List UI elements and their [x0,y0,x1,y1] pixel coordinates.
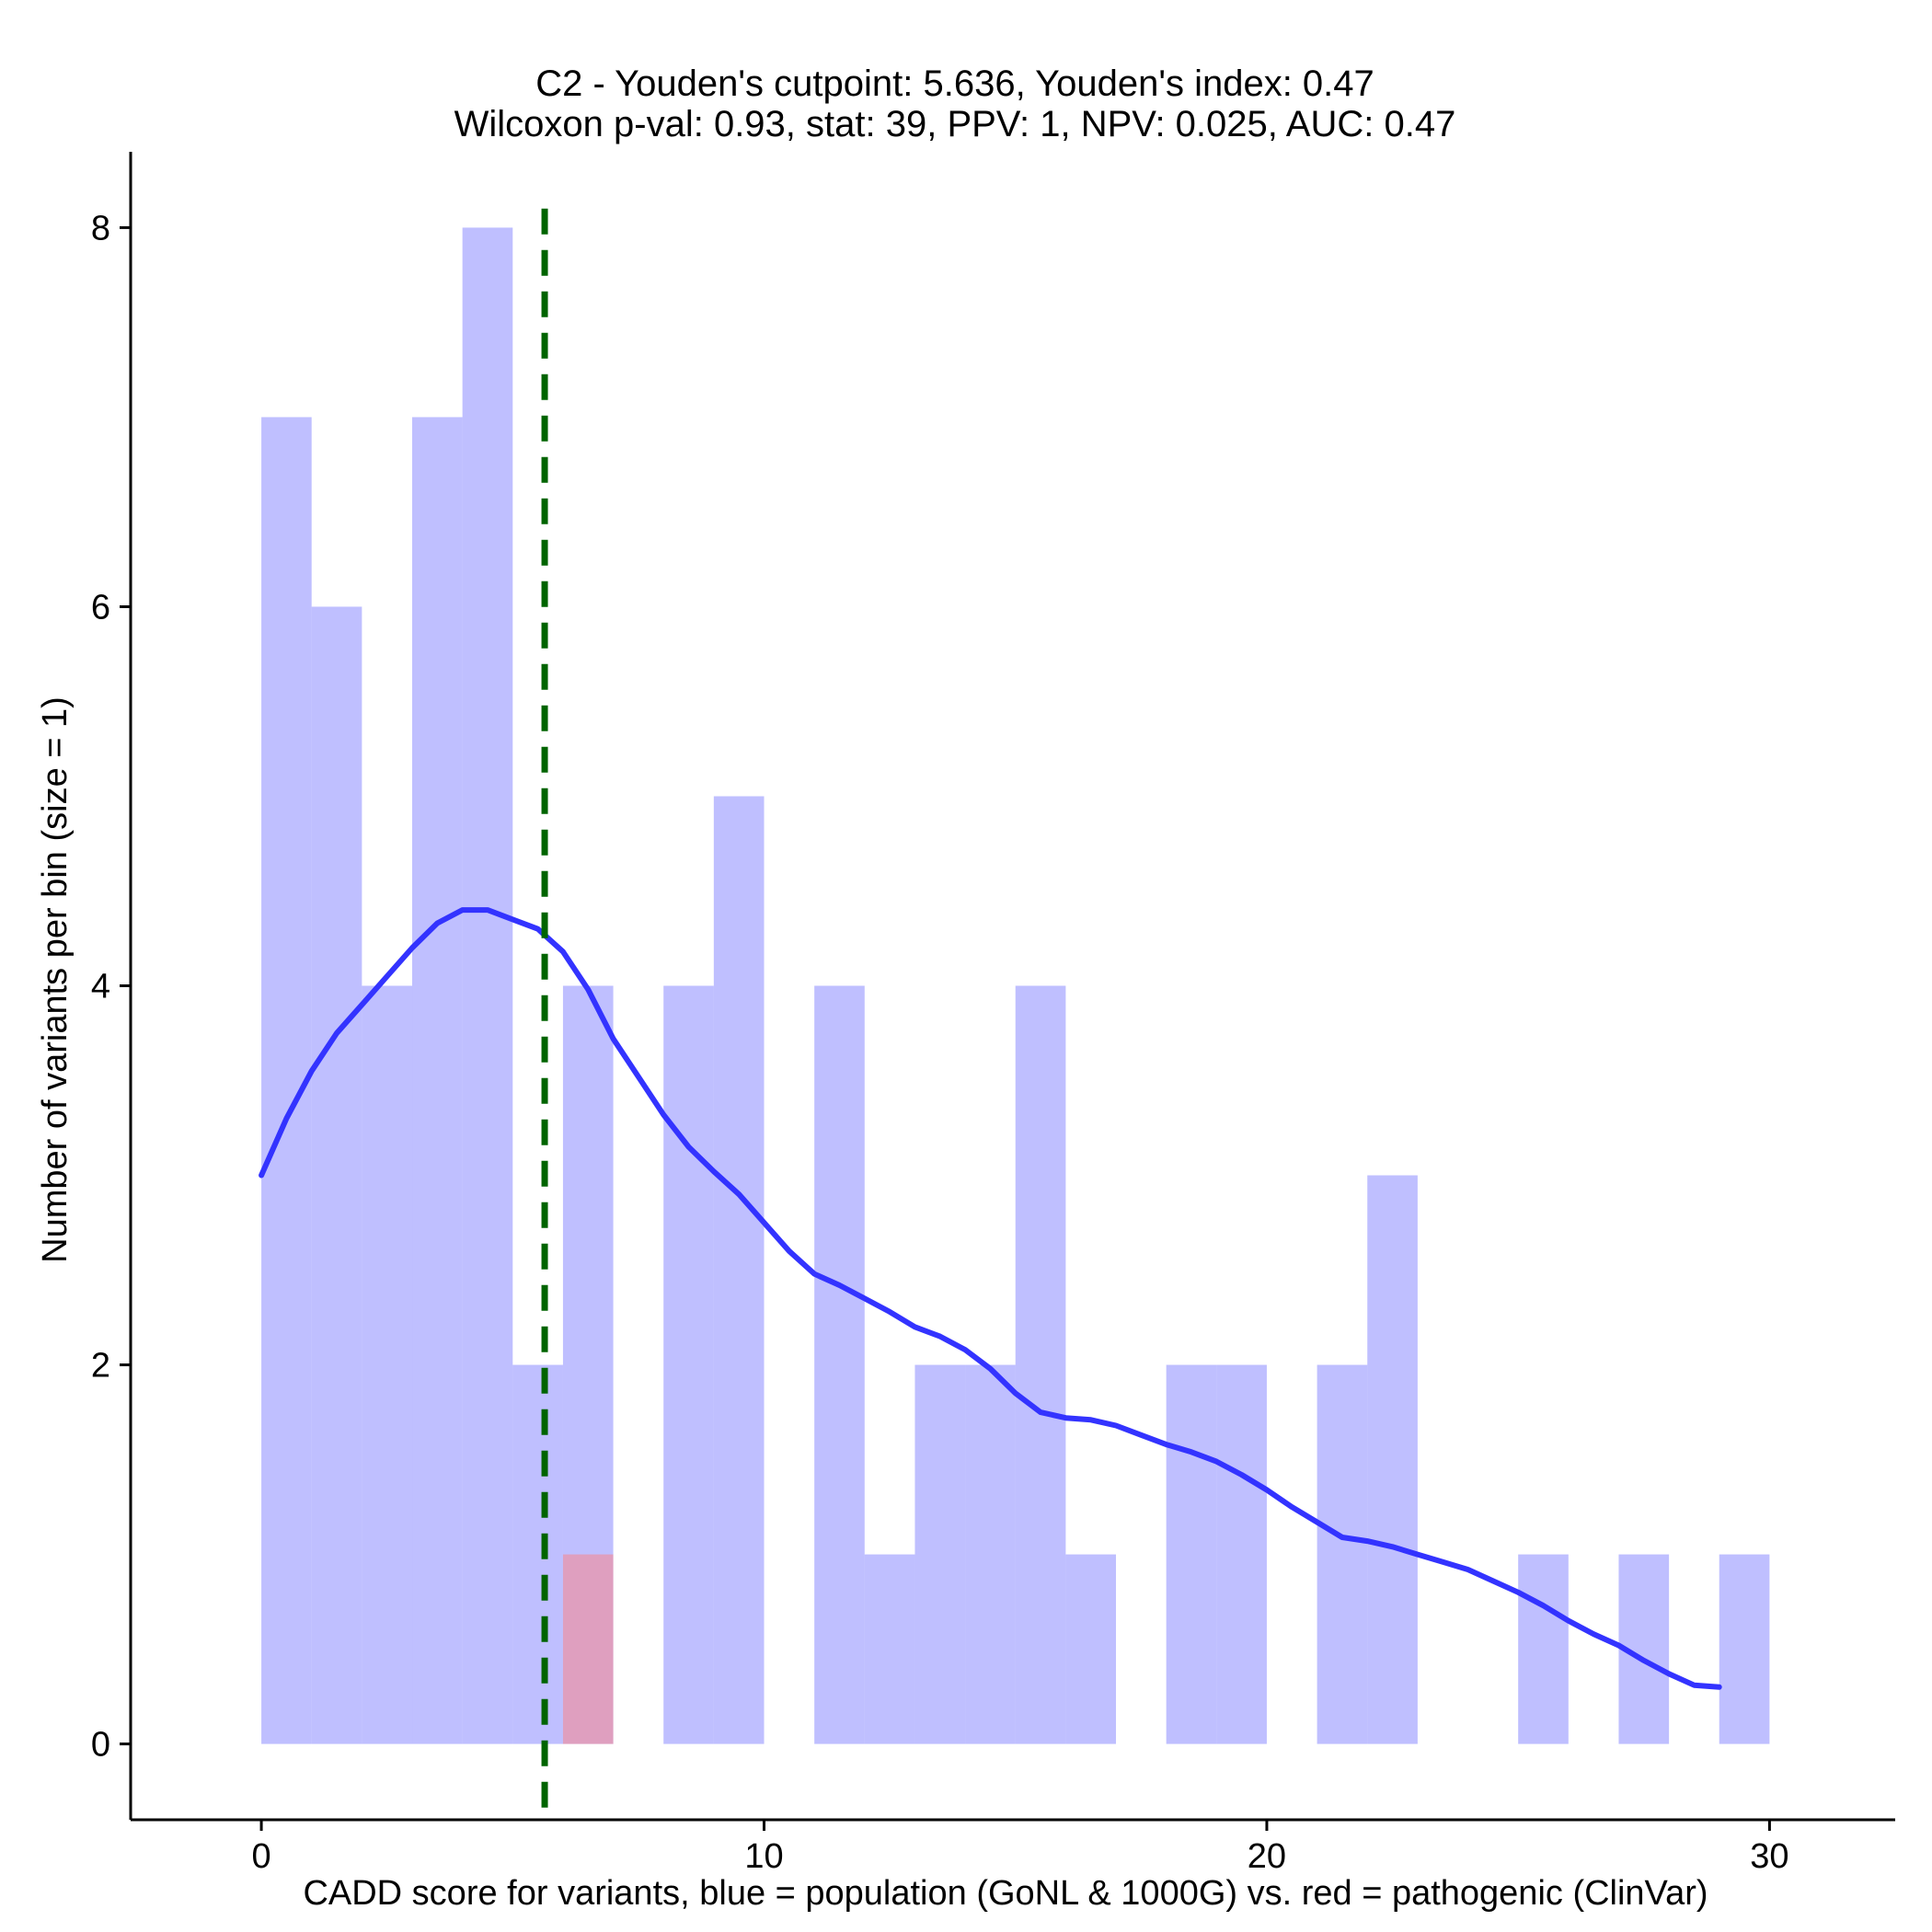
pathogenic-bar-6 [562,1554,614,1744]
population-bar-11 [814,985,865,1744]
population-bar-21 [1317,1364,1368,1744]
population-bar-15 [1015,985,1066,1744]
chart-title-line-1: C2 - Youden's cutpoint: 5.636, Youden's … [535,63,1374,104]
y-axis-ticks: 0 2 4 6 8 [91,209,131,1765]
y-tick-label-6: 6 [91,588,110,627]
population-bar-0 [261,417,312,1744]
population-bar-14 [965,1364,1016,1744]
y-tick-label-8: 8 [91,209,110,247]
y-tick-label-2: 2 [91,1347,110,1386]
population-bar-19 [1216,1364,1267,1744]
population-bars [261,227,1770,1744]
population-bar-29 [1719,1554,1770,1744]
y-axis-title: Number of variants per bin (size = 1) [36,696,75,1263]
population-bar-22 [1367,1175,1418,1744]
x-axis-title: CADD score for variants, blue = populati… [303,1874,1708,1913]
population-bar-2 [362,985,413,1744]
population-bar-8 [663,985,714,1744]
pathogenic-bars [562,1554,614,1744]
x-axis-ticks: 0 10 20 30 [252,1820,1789,1876]
population-bar-9 [713,796,765,1744]
y-tick-label-0: 0 [91,1726,110,1765]
x-tick-label-10: 10 [744,1837,783,1876]
population-bar-13 [914,1364,966,1744]
population-bar-1 [311,606,362,1744]
density-curve-layer [259,907,1722,1690]
population-bar-25 [1518,1554,1569,1744]
population-bar-16 [1065,1554,1117,1744]
population-bar-4 [462,227,513,1744]
population-bar-12 [864,1554,915,1744]
density-curve [259,907,1722,1690]
x-tick-label-30: 30 [1750,1837,1788,1876]
population-bar-3 [412,417,463,1744]
x-tick-label-0: 0 [252,1837,271,1876]
x-tick-label-20: 20 [1248,1837,1286,1876]
chart-title-line-2: Wilcoxon p-val: 0.93, stat: 39, PPV: 1, … [454,104,1456,144]
population-bar-18 [1166,1364,1217,1744]
population-bar-5 [512,1364,563,1744]
y-tick-label-4: 4 [91,968,110,1006]
